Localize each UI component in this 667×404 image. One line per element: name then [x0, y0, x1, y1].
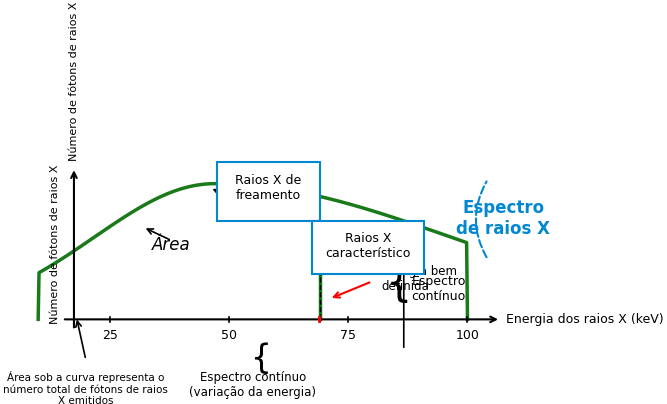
Text: 50: 50: [221, 329, 237, 342]
Text: Espectro contínuo
(variação da energia): Espectro contínuo (variação da energia): [189, 371, 316, 399]
Text: Raios X de
freamento: Raios X de freamento: [235, 174, 301, 202]
Text: Área sob a curva representa o
número total de fótons de raios
X emitidos: Área sob a curva representa o número tot…: [3, 371, 168, 404]
Text: Raios X
característico: Raios X característico: [325, 232, 411, 260]
Text: Energia dos raios X (keV): Energia dos raios X (keV): [506, 313, 663, 326]
Text: Espectro
de raios X: Espectro de raios X: [456, 199, 550, 238]
Text: Espectro
contínuo: Espectro contínuo: [412, 275, 466, 303]
Text: 100: 100: [456, 329, 480, 342]
Text: {: {: [386, 263, 412, 305]
Text: Número de fótons de raios X: Número de fótons de raios X: [50, 165, 60, 324]
Text: 75: 75: [340, 329, 356, 342]
FancyBboxPatch shape: [217, 162, 319, 221]
Text: 25: 25: [102, 329, 117, 342]
Text: }: }: [242, 339, 263, 372]
Text: Número de fótons de raios X: Número de fótons de raios X: [69, 1, 79, 160]
FancyBboxPatch shape: [312, 221, 424, 274]
Text: Área: Área: [152, 236, 191, 254]
Text: Energia bem
definida: Energia bem definida: [382, 265, 457, 292]
